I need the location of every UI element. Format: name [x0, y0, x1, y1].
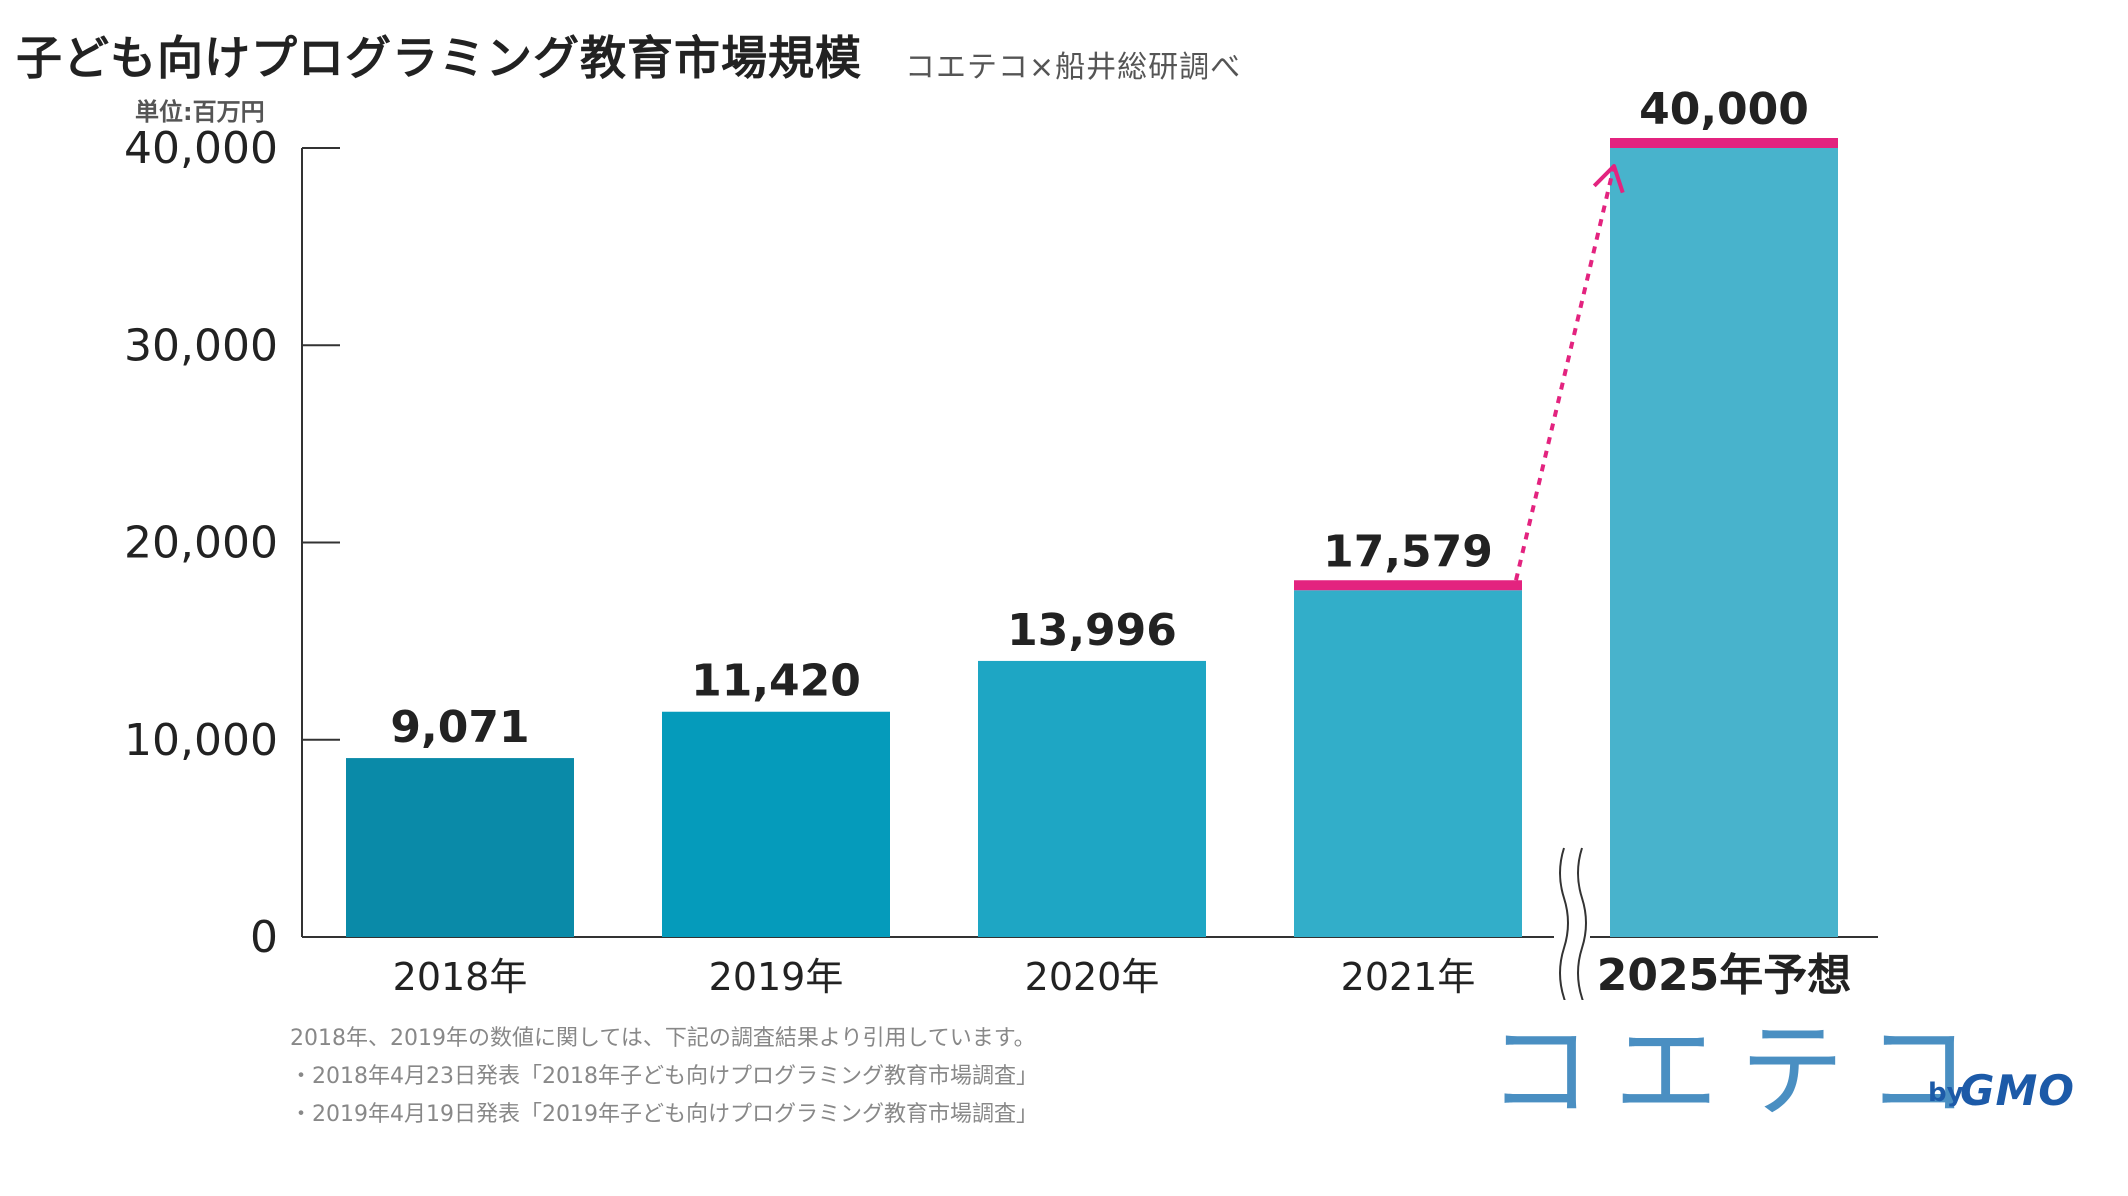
- data-label: 9,071: [390, 702, 529, 753]
- footnote: ・2018年4月23日発表「2018年子ども向けプログラミング教育市場調査」: [290, 1064, 1038, 1089]
- bar-highlight-cap: [1294, 580, 1522, 591]
- logo-gmo: GMO: [1960, 1066, 2075, 1115]
- bar-2018年: [346, 758, 574, 937]
- y-tick-label: 20,000: [124, 518, 278, 569]
- axis-break-line: [1577, 847, 1587, 1000]
- data-label: 13,996: [1007, 605, 1177, 656]
- bar-2025年予想: [1610, 148, 1838, 937]
- y-tick-label: 30,000: [124, 320, 278, 371]
- footnote: ・2019年4月19日発表「2019年子ども向けプログラミング教育市場調査」: [290, 1102, 1038, 1127]
- y-tick-label: 0: [250, 912, 278, 963]
- x-tick-label: 2021年: [1341, 955, 1476, 999]
- x-tick-label: 2025年予想: [1597, 950, 1851, 1000]
- bar-chart: 単位:百万円 0 10,000 20,000 30,000 40,000 9,071 2018…: [124, 84, 1878, 1000]
- x-tick-label: 2019年: [709, 955, 844, 999]
- chart-title: 子ども向けプログラミング教育市場規模: [16, 31, 862, 85]
- data-label: 40,000: [1639, 84, 1809, 135]
- data-label: 17,579: [1323, 526, 1493, 577]
- footnote: 2018年、2019年の数値に関しては、下記の調査結果より引用しています。: [290, 1026, 1036, 1051]
- y-tick-label: 40,000: [124, 123, 278, 174]
- bar-2019年: [662, 711, 890, 937]
- bar-highlight-cap: [1610, 138, 1838, 148]
- axis-break-line: [1559, 847, 1569, 1000]
- trend-arrow-head: [1592, 164, 1625, 194]
- data-label: 11,420: [691, 656, 861, 707]
- brand-logo: コエテコ by GMO: [1488, 1016, 2108, 1130]
- chart-subtitle: コエテコ×船井総研調べ: [905, 50, 1242, 85]
- logo-wordmark: コエテコ: [1488, 1010, 1993, 1132]
- footnotes: 2018年、2019年の数値に関しては、下記の調査結果より引用しています。 ・2…: [290, 1020, 1038, 1134]
- unit-label: 単位:百万円: [135, 98, 265, 126]
- y-tick-label: 10,000: [124, 715, 278, 766]
- trend-arrow-line: [1514, 165, 1616, 581]
- x-tick-label: 2018年: [393, 955, 528, 999]
- logo-by: by: [1928, 1078, 1964, 1108]
- x-tick-label: 2020年: [1025, 955, 1160, 999]
- bar-2021年: [1294, 590, 1522, 937]
- bar-2020年: [978, 660, 1206, 937]
